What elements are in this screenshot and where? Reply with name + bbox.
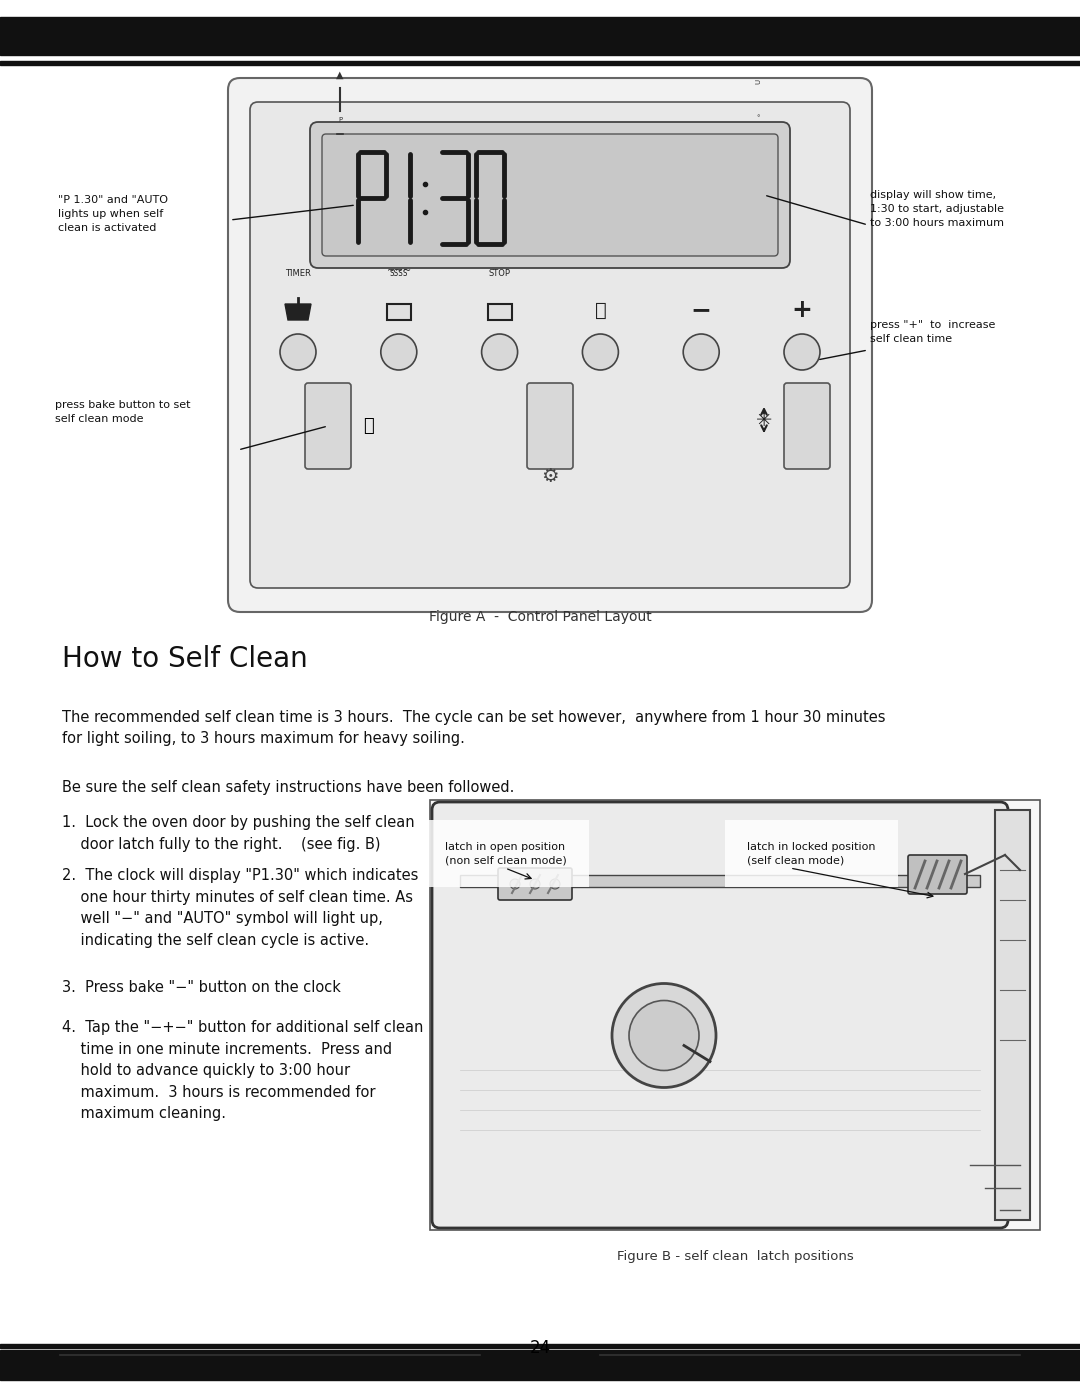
FancyBboxPatch shape (432, 802, 1008, 1228)
Text: P: P (338, 117, 342, 123)
Text: How to Self Clean: How to Self Clean (62, 645, 308, 673)
Circle shape (629, 1000, 699, 1070)
Text: "P 1.30" and "AUTO
lights up when self
clean is activated: "P 1.30" and "AUTO lights up when self c… (58, 196, 168, 233)
Circle shape (550, 879, 561, 888)
Circle shape (612, 983, 716, 1087)
Bar (460, 875, 980, 887)
FancyBboxPatch shape (249, 102, 850, 588)
FancyBboxPatch shape (527, 383, 573, 469)
Bar (487, 305, 512, 320)
Text: 3.  Press bake "−" button on the clock: 3. Press bake "−" button on the clock (62, 981, 341, 995)
FancyBboxPatch shape (310, 122, 789, 268)
Text: −: − (691, 298, 712, 321)
Text: 1.  Lock the oven door by pushing the self clean
    door latch fully to the rig: 1. Lock the oven door by pushing the sel… (62, 814, 415, 852)
Circle shape (530, 879, 540, 888)
Text: ~: ~ (387, 265, 395, 277)
Text: display will show time,
1:30 to start, adjustable
to 3:00 hours maximum: display will show time, 1:30 to start, a… (870, 190, 1004, 228)
Bar (430, 800, 1040, 1229)
Text: 💡: 💡 (363, 416, 374, 434)
Text: 24: 24 (529, 1338, 551, 1356)
Circle shape (510, 879, 519, 888)
Text: SSSS: SSSS (390, 270, 408, 278)
Text: Figure B - self clean  latch positions: Figure B - self clean latch positions (617, 1250, 853, 1263)
FancyBboxPatch shape (305, 383, 351, 469)
Circle shape (482, 334, 517, 370)
Text: ⚙: ⚙ (541, 467, 558, 486)
Text: U: U (755, 80, 761, 84)
Circle shape (381, 334, 417, 370)
Text: press "+"  to  increase
self clean time: press "+" to increase self clean time (870, 320, 996, 344)
Bar (0, 17, 1080, 54)
FancyBboxPatch shape (784, 383, 831, 469)
Circle shape (280, 334, 316, 370)
Bar (0, 1344, 1080, 1348)
Bar (0, 1350, 1080, 1380)
Circle shape (684, 334, 719, 370)
Bar (995, 810, 1030, 1220)
Text: Be sure the self clean safety instructions have been followed.: Be sure the self clean safety instructio… (62, 780, 514, 795)
FancyBboxPatch shape (908, 855, 967, 894)
FancyBboxPatch shape (498, 868, 572, 900)
Text: press bake button to set
self clean mode: press bake button to set self clean mode (55, 400, 190, 425)
Bar (387, 305, 410, 320)
Text: ✋: ✋ (594, 300, 606, 320)
Text: 2.  The clock will display "P1.30" which indicates
    one hour thirty minutes o: 2. The clock will display "P1.30" which … (62, 868, 418, 947)
Circle shape (582, 334, 619, 370)
Text: 4.  Tap the "−+−" button for additional self clean
    time in one minute increm: 4. Tap the "−+−" button for additional s… (62, 1020, 423, 1122)
Polygon shape (285, 305, 311, 320)
Text: STOP: STOP (488, 270, 511, 278)
FancyBboxPatch shape (322, 134, 778, 256)
Text: ~: ~ (394, 265, 403, 277)
Text: ✳: ✳ (756, 412, 772, 430)
Bar (0, 61, 1080, 66)
Text: +: + (792, 298, 812, 321)
Text: latch in open position
(non self clean mode): latch in open position (non self clean m… (445, 842, 567, 865)
Text: latch in locked position
(self clean mode): latch in locked position (self clean mod… (747, 842, 876, 865)
Text: TIMER: TIMER (285, 270, 311, 278)
Circle shape (784, 334, 820, 370)
Text: Figure A  -  Control Panel Layout: Figure A - Control Panel Layout (429, 610, 651, 624)
Text: The recommended self clean time is 3 hours.  The cycle can be set however,  anyw: The recommended self clean time is 3 hou… (62, 710, 886, 746)
FancyBboxPatch shape (228, 78, 872, 612)
Text: ▲: ▲ (336, 70, 343, 80)
Text: ~: ~ (403, 265, 410, 277)
Text: °: ° (756, 116, 759, 122)
